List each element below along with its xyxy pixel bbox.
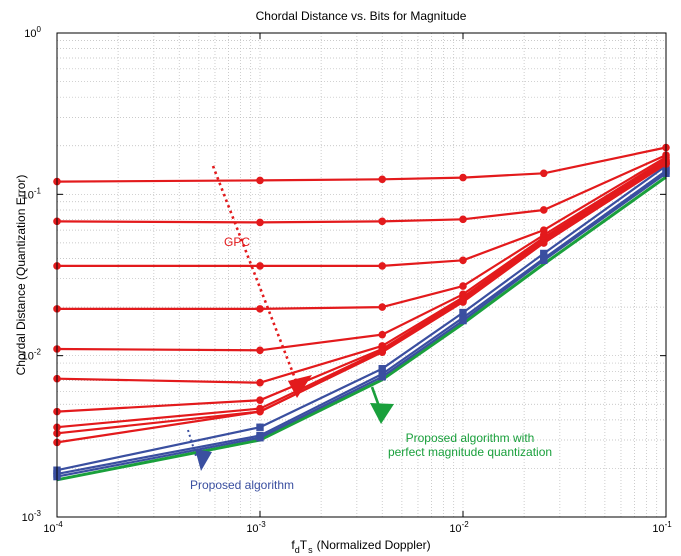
series-layer (53, 143, 670, 482)
data-point (256, 346, 264, 355)
data-point (378, 217, 387, 226)
proposed-arrow-head (195, 449, 212, 471)
data-point (459, 316, 467, 325)
chart-title: Chordal Distance vs. Bits for Magnitude (256, 9, 467, 23)
data-point (459, 173, 467, 182)
data-point (378, 373, 386, 381)
x-tick-label: 10-4 (43, 520, 63, 535)
data-point (378, 330, 387, 339)
data-point (256, 176, 264, 185)
series-line (56, 172, 667, 478)
series-line (56, 154, 667, 224)
series-gpc-1 (53, 151, 670, 227)
series-line (56, 146, 667, 183)
y-tick-label: 10-2 (22, 348, 42, 363)
x-tick-label: 10-3 (246, 520, 266, 535)
data-point (378, 303, 387, 311)
x-label-f: f (291, 538, 295, 552)
x-tick-label: 10-2 (449, 520, 469, 535)
series-gpc-0 (53, 143, 670, 186)
x-label-rest: (Normalized Doppler) (317, 538, 431, 552)
data-point (539, 169, 548, 178)
annotation-proposed: Proposed algorithm (190, 478, 294, 492)
series-line (56, 169, 667, 475)
annotation-perfect-line-1: Proposed algorithm with (406, 431, 535, 445)
data-point (256, 378, 264, 387)
series-line (56, 160, 667, 384)
perfect-arrow-head (370, 403, 394, 424)
data-point (459, 298, 467, 306)
y-tick-label: 100 (24, 25, 41, 40)
series-line (56, 165, 667, 472)
annotations: GPC Proposed algorithm Proposed algorithm … (187, 165, 552, 492)
plot-frame (56, 32, 667, 518)
data-point (378, 348, 387, 357)
x-label-T: T (300, 538, 308, 552)
x-label-d: d (295, 545, 300, 555)
data-point (459, 215, 467, 224)
data-point (539, 239, 548, 247)
gpc-arrow-head (288, 375, 312, 398)
annotation-gpc: GPC (224, 235, 250, 249)
data-point (378, 262, 387, 270)
data-point (256, 407, 264, 416)
data-point (256, 423, 264, 431)
data-point (256, 434, 264, 442)
data-point (256, 262, 264, 270)
gpc-arrow-line (211, 165, 298, 382)
series-perfect-13 (56, 175, 667, 482)
data-point (256, 305, 264, 313)
data-point (459, 282, 467, 290)
data-point (459, 256, 467, 265)
series-line (57, 158, 667, 310)
y-tick-label: 10-1 (22, 186, 42, 201)
plot-background (57, 33, 666, 517)
annotation-perfect-line-2: perfect magnitude quantization (388, 445, 552, 459)
data-point (256, 396, 264, 404)
y-tick-label: 10-3 (22, 509, 42, 524)
y-axis-label: Chordal Distance (Quantization Error) (14, 175, 28, 376)
series-line (56, 175, 667, 482)
data-point (540, 256, 548, 265)
series-line (56, 163, 667, 444)
data-point (378, 175, 387, 184)
series-line (57, 156, 667, 267)
data-point (539, 206, 548, 214)
x-tick-label: 10-1 (652, 520, 672, 535)
data-point (256, 218, 264, 227)
x-label-s: s (308, 545, 313, 555)
x-axis-label: fdTs (Normalized Doppler) (291, 538, 430, 555)
